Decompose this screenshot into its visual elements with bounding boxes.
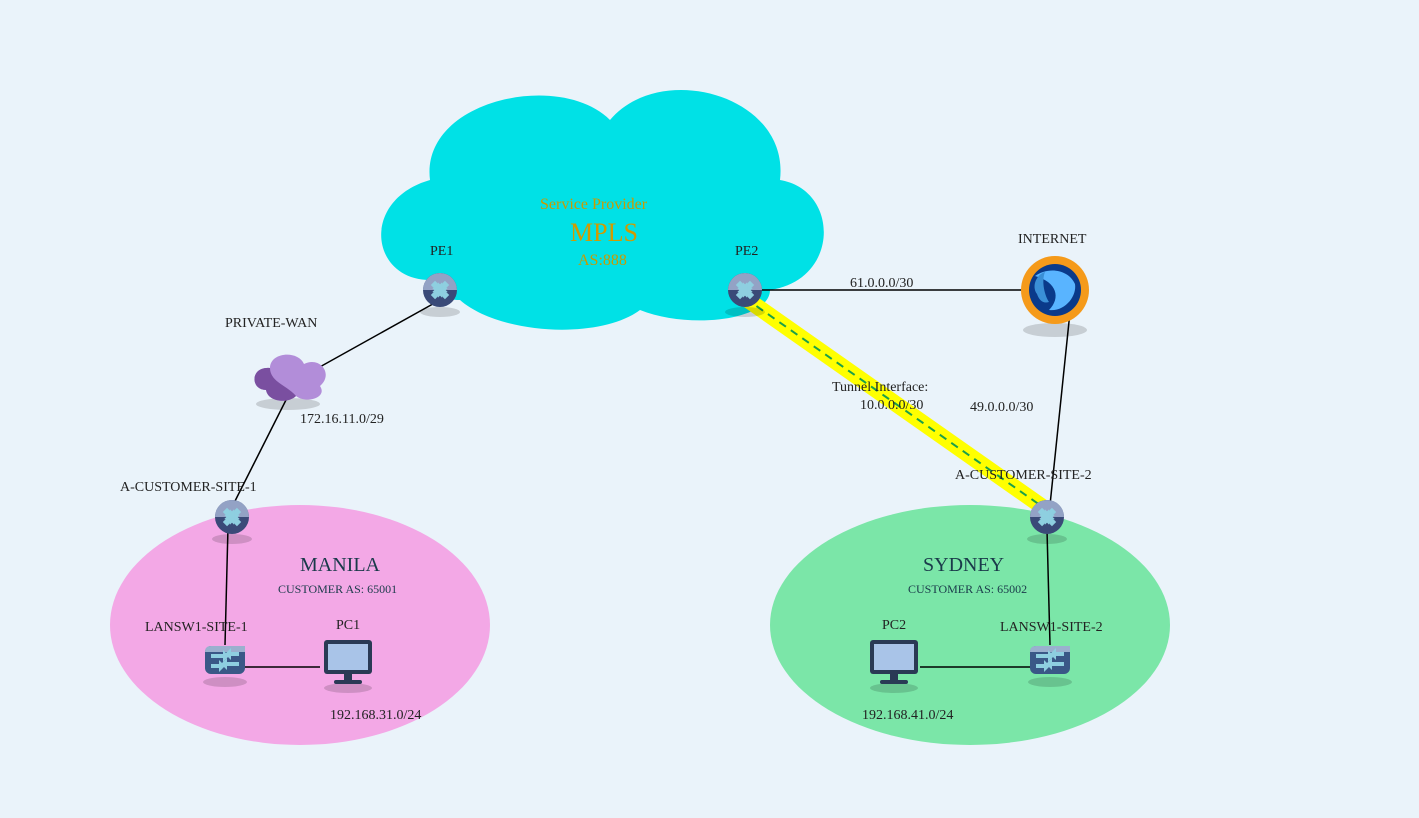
- manila-sub: CUSTOMER AS: 65001: [278, 582, 397, 597]
- subnet-49-label: 49.0.0.0/30: [970, 400, 1033, 416]
- subnet-192-41-label: 192.168.41.0/24: [862, 708, 953, 724]
- network-diagram: [0, 0, 1419, 818]
- customer-site-2-router-icon: [1027, 500, 1067, 544]
- subnet-192-31-label: 192.168.31.0/24: [330, 708, 421, 724]
- pc2-label: PC2: [882, 618, 906, 634]
- subnet-172-label: 172.16.11.0/29: [300, 412, 384, 428]
- internet-globe: [1021, 256, 1089, 337]
- pc2-icon: [870, 640, 918, 693]
- cust1-label: A-CUSTOMER-SITE-1: [120, 480, 257, 496]
- sydney-title: SYDNEY: [923, 554, 1004, 577]
- lansw1-label: LANSW1-SITE-1: [145, 620, 248, 636]
- mpls-title-label: MPLS: [570, 218, 638, 248]
- pe1-router-icon: [420, 273, 460, 317]
- mpls-sp-label: Service Provider: [540, 196, 647, 214]
- pc1-label: PC1: [336, 618, 360, 634]
- mpls-as-label: AS:888: [578, 252, 627, 270]
- tunnel-label-2: 10.0.0.0/30: [860, 398, 923, 414]
- edges: [225, 290, 1070, 667]
- sydney-site-ellipse: [770, 505, 1170, 745]
- customer-site-1-router-icon: [212, 500, 252, 544]
- manila-title: MANILA: [300, 554, 380, 577]
- private-wan-cloud: [254, 355, 325, 410]
- lansw1-site1-switch-icon: [203, 646, 247, 687]
- pe2-router-icon: [725, 273, 765, 317]
- sydney-sub: CUSTOMER AS: 65002: [908, 582, 1027, 597]
- lansw1-site2-switch-icon: [1028, 646, 1072, 687]
- private-wan-label: PRIVATE-WAN: [225, 316, 317, 332]
- cust2-label: A-CUSTOMER-SITE-2: [955, 468, 1092, 484]
- tunnel-label-1: Tunnel Interface:: [832, 380, 928, 396]
- pe2-label: PE2: [735, 244, 758, 260]
- pe1-label: PE1: [430, 244, 453, 260]
- lansw2-label: LANSW1-SITE-2: [1000, 620, 1103, 636]
- pc1-icon: [324, 640, 372, 693]
- subnet-61-label: 61.0.0.0/30: [850, 276, 913, 292]
- internet-label: INTERNET: [1018, 232, 1086, 248]
